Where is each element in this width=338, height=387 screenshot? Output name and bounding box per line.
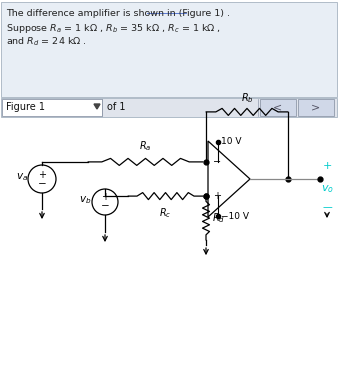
Text: 10 V: 10 V (221, 137, 241, 146)
FancyBboxPatch shape (1, 2, 337, 97)
Text: —: — (322, 202, 332, 212)
Polygon shape (94, 104, 100, 109)
Text: $v_b$: $v_b$ (79, 194, 91, 206)
Text: $R_d$: $R_d$ (212, 211, 225, 225)
Text: $R_a$: $R_a$ (139, 139, 152, 153)
Text: +: + (38, 170, 46, 180)
Text: +: + (101, 192, 109, 202)
Text: $v_o$: $v_o$ (320, 183, 334, 195)
Text: $v_a$: $v_a$ (16, 171, 28, 183)
Text: >: > (311, 103, 321, 113)
Text: −10 V: −10 V (221, 212, 249, 221)
Text: and $R_d$ = 24 kΩ .: and $R_d$ = 24 kΩ . (6, 35, 87, 48)
FancyBboxPatch shape (2, 99, 102, 116)
FancyBboxPatch shape (1, 98, 337, 117)
Text: $R_c$: $R_c$ (159, 206, 172, 220)
Text: <: < (273, 103, 283, 113)
Text: Figure 1: Figure 1 (6, 103, 45, 113)
Text: −: − (213, 157, 221, 167)
Text: Suppose $R_a$ = 1 kΩ , $R_b$ = 35 kΩ , $R_c$ = 1 kΩ ,: Suppose $R_a$ = 1 kΩ , $R_b$ = 35 kΩ , $… (6, 22, 221, 35)
Text: $R_b$: $R_b$ (241, 91, 254, 105)
FancyBboxPatch shape (298, 99, 334, 116)
Text: The difference amplifier is shown in (Figure 1) .: The difference amplifier is shown in (Fi… (6, 9, 230, 18)
Text: of 1: of 1 (107, 103, 125, 113)
FancyBboxPatch shape (260, 99, 296, 116)
Text: −: − (38, 178, 46, 188)
Text: −: − (101, 202, 110, 212)
Text: +: + (322, 161, 332, 171)
Text: +: + (213, 191, 221, 201)
